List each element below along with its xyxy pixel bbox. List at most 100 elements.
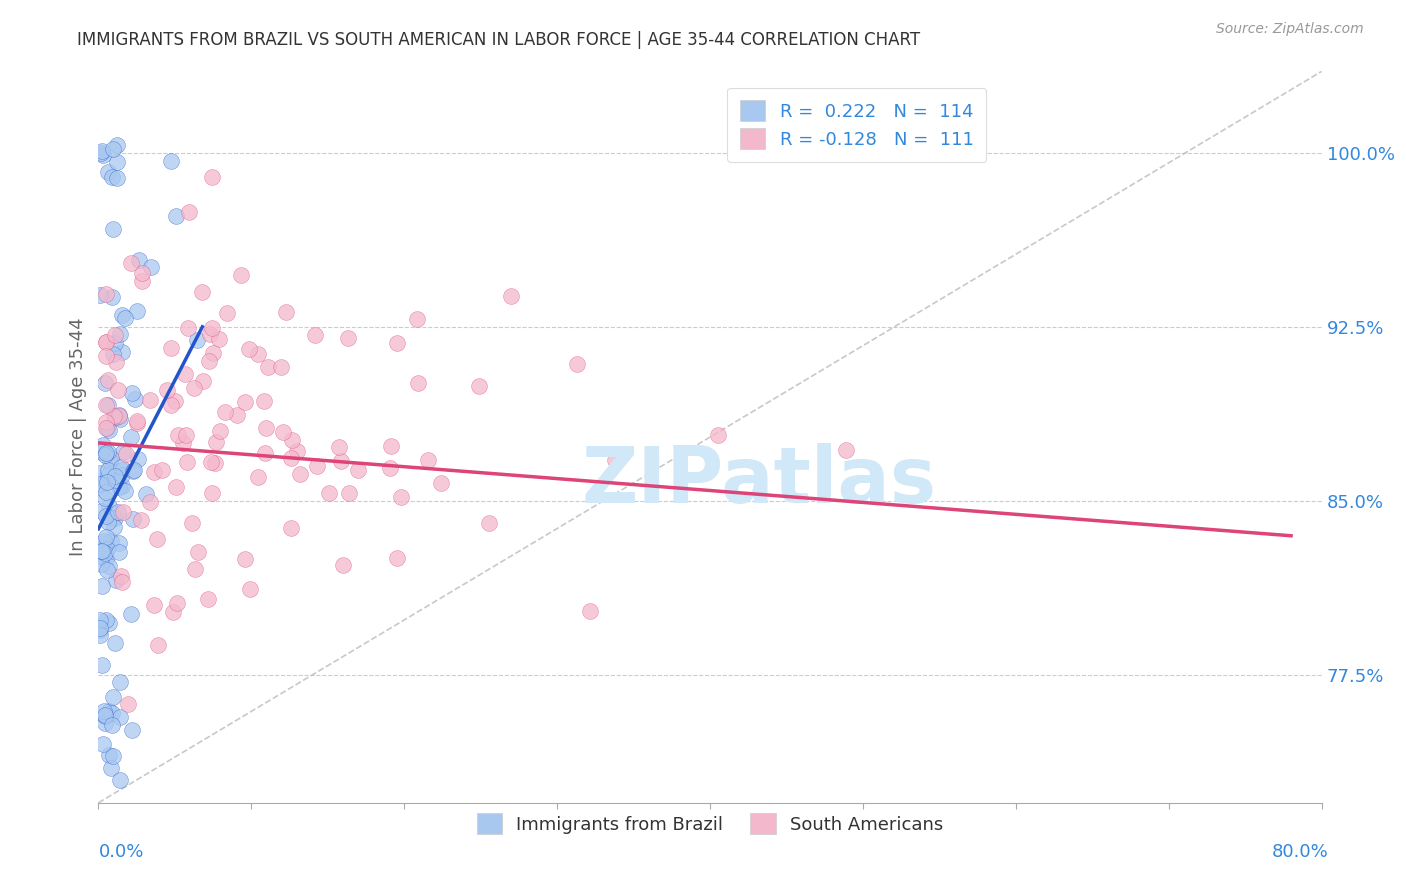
Point	[103, 748, 125, 763]
Point	[100, 454, 122, 468]
Point	[93, 533, 115, 548]
Point	[90, 557, 112, 571]
Point	[100, 717, 122, 731]
Point	[280, 433, 302, 447]
Point	[97, 515, 120, 529]
Point	[89, 467, 111, 481]
Point	[187, 545, 209, 559]
Point	[94, 491, 117, 506]
Point	[176, 321, 198, 335]
Point	[406, 311, 429, 326]
Point	[94, 508, 117, 523]
Point	[125, 416, 148, 430]
Point	[177, 205, 200, 219]
Point	[97, 616, 120, 631]
Point	[378, 461, 401, 475]
Point	[89, 613, 111, 627]
Point	[208, 332, 231, 346]
Point	[318, 486, 340, 500]
Point	[201, 321, 224, 335]
Point	[91, 438, 114, 452]
Point	[94, 708, 117, 723]
Point	[200, 486, 222, 500]
Point	[125, 414, 148, 428]
Point	[141, 260, 163, 275]
Point	[97, 398, 120, 412]
Point	[328, 440, 350, 454]
Point	[166, 428, 188, 442]
Point	[121, 386, 143, 401]
Point	[150, 463, 173, 477]
Point	[233, 394, 256, 409]
Point	[131, 266, 153, 280]
Point	[94, 349, 117, 363]
Point	[103, 347, 125, 361]
Point	[229, 268, 252, 282]
Point	[89, 628, 111, 642]
Point	[117, 697, 139, 711]
Point	[201, 345, 224, 359]
Point	[238, 342, 260, 356]
Point	[201, 169, 224, 184]
Point	[198, 327, 221, 342]
Point	[159, 341, 181, 355]
Point	[104, 473, 127, 487]
Point	[100, 533, 122, 548]
Point	[174, 427, 197, 442]
Point	[603, 453, 626, 467]
Point	[105, 473, 128, 487]
Point	[94, 707, 117, 722]
Point	[114, 483, 136, 498]
Point	[131, 274, 153, 288]
Point	[111, 505, 134, 519]
Point	[166, 596, 188, 610]
Point	[97, 444, 120, 458]
Point	[347, 462, 370, 476]
Point	[233, 552, 256, 566]
Point	[101, 706, 124, 721]
Point	[101, 290, 124, 304]
Point	[332, 558, 354, 573]
Point	[101, 169, 124, 184]
Point	[108, 327, 131, 342]
Point	[138, 392, 160, 407]
Point	[108, 675, 131, 690]
Point	[100, 761, 122, 775]
Point	[138, 494, 160, 508]
Point	[94, 376, 117, 390]
Point	[165, 480, 187, 494]
Point	[90, 544, 112, 558]
Point	[111, 345, 134, 359]
Point	[90, 445, 112, 459]
Point	[121, 723, 143, 738]
Point	[107, 545, 129, 559]
Point	[110, 569, 132, 583]
Point	[385, 551, 408, 566]
Point	[111, 479, 134, 493]
Point	[96, 165, 118, 179]
Point	[96, 541, 118, 556]
Point	[97, 373, 120, 387]
Point	[174, 367, 197, 381]
Point	[380, 439, 402, 453]
Point	[104, 636, 127, 650]
Point	[276, 304, 298, 318]
Point	[239, 582, 262, 597]
Point	[467, 379, 489, 393]
Point	[97, 747, 120, 762]
Point	[96, 475, 118, 490]
Point	[105, 155, 128, 169]
Point	[96, 421, 118, 435]
Point	[120, 607, 142, 621]
Point	[156, 383, 179, 397]
Point	[176, 455, 198, 469]
Point	[101, 690, 124, 704]
Text: 0.0%: 0.0%	[98, 843, 143, 861]
Point	[337, 485, 360, 500]
Point	[285, 443, 308, 458]
Point	[124, 392, 146, 406]
Point	[247, 470, 270, 484]
Point	[94, 287, 117, 301]
Point	[97, 423, 120, 437]
Point	[104, 510, 127, 524]
